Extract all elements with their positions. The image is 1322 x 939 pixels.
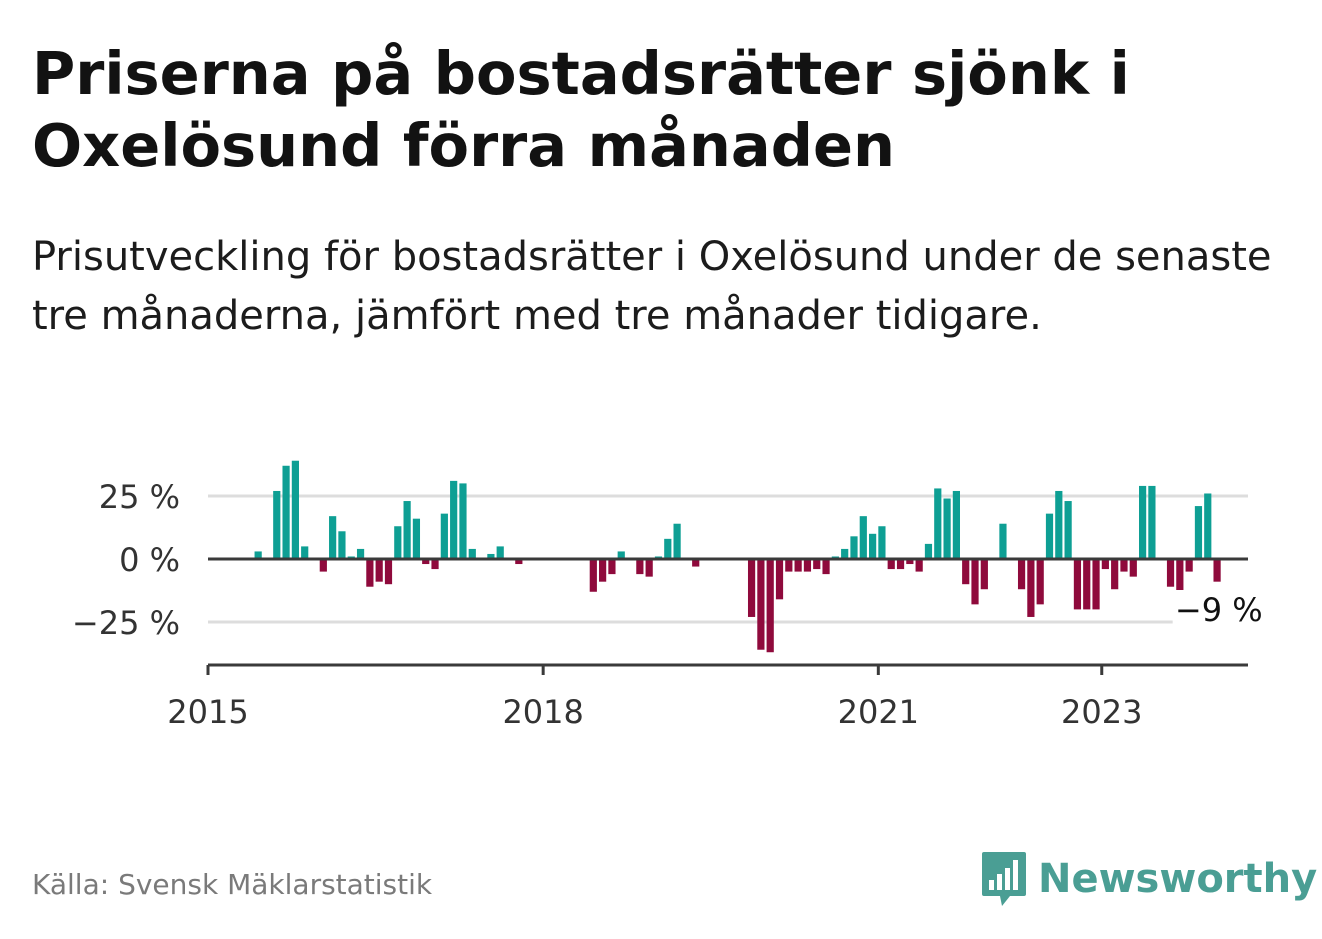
bar-2016-12	[422, 559, 430, 565]
bar-2015-11	[301, 546, 309, 559]
bar-2023-01	[1101, 559, 1109, 570]
bar-2021-08	[943, 498, 951, 559]
bar-2020-12	[869, 533, 877, 559]
x-tick-label: 2018	[502, 693, 583, 731]
bar-2020-11	[859, 516, 867, 559]
bar-2021-04	[906, 559, 914, 565]
bar-2015-06	[254, 551, 262, 559]
bar-2023-09	[1176, 559, 1184, 597]
y-tick-label: 0 %	[119, 541, 180, 579]
bar-2017-08	[496, 546, 504, 559]
chart-title: Priserna på bostadsrätter sjönk i Oxelös…	[32, 39, 1130, 180]
bar-2021-07	[934, 488, 942, 559]
bar-2020-10	[850, 536, 858, 559]
y-tick-label: −25 %	[72, 604, 180, 642]
bar-chart: 25 % 0 % −25 % 2015 2018 2021 2023 −9 %	[72, 460, 1269, 731]
bar-2016-10	[403, 501, 411, 559]
bar-2022-06	[1036, 559, 1044, 605]
bar-2016-06	[366, 559, 374, 587]
bar-2022-04	[1017, 559, 1026, 590]
bar-2022-11	[1083, 559, 1091, 610]
bar-2017-01	[431, 559, 439, 570]
bar-2021-06	[924, 543, 933, 559]
bar-2021-09	[952, 490, 960, 559]
bar-2017-04	[459, 483, 467, 559]
chart-subtitle: Prisutveckling för bostadsrätter i Oxelö…	[32, 234, 1272, 339]
bar-undefined	[1213, 559, 1221, 582]
bar-2016-07	[375, 559, 383, 582]
bar-undefined	[1194, 506, 1203, 559]
bar-2020-01	[766, 559, 774, 653]
bar-2020-09	[841, 548, 849, 559]
bar-2017-03	[450, 480, 458, 559]
bar-2022-08	[1055, 490, 1063, 559]
last-value-label-bg	[1172, 590, 1269, 632]
bar-2023-02	[1111, 559, 1119, 590]
brand-name: Newsworthy	[1038, 856, 1318, 902]
bar-2023-04	[1129, 559, 1137, 577]
brand-logo: Newsworthy	[980, 850, 1317, 908]
bar-2019-05	[692, 559, 700, 567]
bar-2016-11	[412, 518, 421, 559]
bar-2023-06	[1148, 485, 1156, 559]
bar-2021-01	[878, 526, 886, 559]
bar-2016-09	[394, 526, 402, 559]
bar-2020-02	[775, 559, 784, 600]
x-tick-label: 2015	[167, 693, 248, 731]
bar-2016-05	[356, 548, 365, 559]
bar-undefined	[1204, 493, 1212, 559]
bar-2021-10	[962, 559, 970, 585]
bar-2022-09	[1064, 501, 1072, 559]
bar-2018-11	[636, 559, 644, 575]
bar-2021-03	[896, 559, 905, 570]
bar-2023-03	[1120, 559, 1128, 572]
bar-2018-08	[608, 559, 616, 575]
bar-2020-06	[813, 559, 821, 570]
bar-2021-11	[971, 559, 979, 605]
bar-2020-03	[785, 559, 793, 572]
x-tick-label: 2023	[1061, 693, 1142, 731]
bar-2023-08	[1166, 559, 1175, 587]
bar-2016-03	[338, 531, 346, 559]
bar-2016-08	[384, 559, 393, 585]
bar-2020-05	[803, 559, 812, 572]
bar-2021-12	[980, 559, 988, 590]
bar-2022-10	[1073, 559, 1082, 610]
bar-2019-02	[664, 538, 672, 559]
x-tick-label: 2021	[838, 693, 919, 731]
bar-2019-11	[747, 559, 756, 617]
bar-2016-01	[319, 559, 327, 572]
bar-2019-12	[757, 559, 765, 650]
bar-undefined	[1185, 559, 1193, 572]
bar-2015-09	[282, 465, 290, 559]
bar-2015-08	[273, 490, 281, 559]
bar-2016-02	[329, 516, 337, 559]
y-tick-label: 25 %	[99, 478, 180, 516]
bar-2018-06	[589, 559, 597, 592]
bar-2015-10	[291, 460, 299, 559]
bar-2022-07	[1045, 513, 1054, 559]
bar-2022-12	[1092, 559, 1100, 610]
bar-2019-03	[673, 523, 681, 559]
bar-2023-05	[1139, 485, 1147, 559]
bar-2020-04	[794, 559, 802, 572]
bar-2018-12	[645, 559, 653, 577]
source-note: Källa: Svensk Mäklarstatistik	[32, 868, 433, 901]
bar-2017-05	[468, 548, 476, 559]
bar-2017-02	[440, 513, 448, 559]
bar-2022-02	[999, 523, 1007, 559]
bar-2018-07	[599, 559, 607, 582]
bar-2020-07	[822, 559, 830, 575]
bar-2017-07	[487, 553, 495, 559]
bar-2017-10	[515, 559, 523, 565]
bar-2018-09	[617, 551, 625, 559]
last-value-label: −9 %	[1175, 591, 1263, 629]
bar-2022-05	[1027, 559, 1035, 617]
bar-2021-02	[887, 559, 895, 570]
bar-2021-05	[915, 559, 923, 572]
bar-chart-speech-bubble-icon	[982, 852, 1026, 906]
